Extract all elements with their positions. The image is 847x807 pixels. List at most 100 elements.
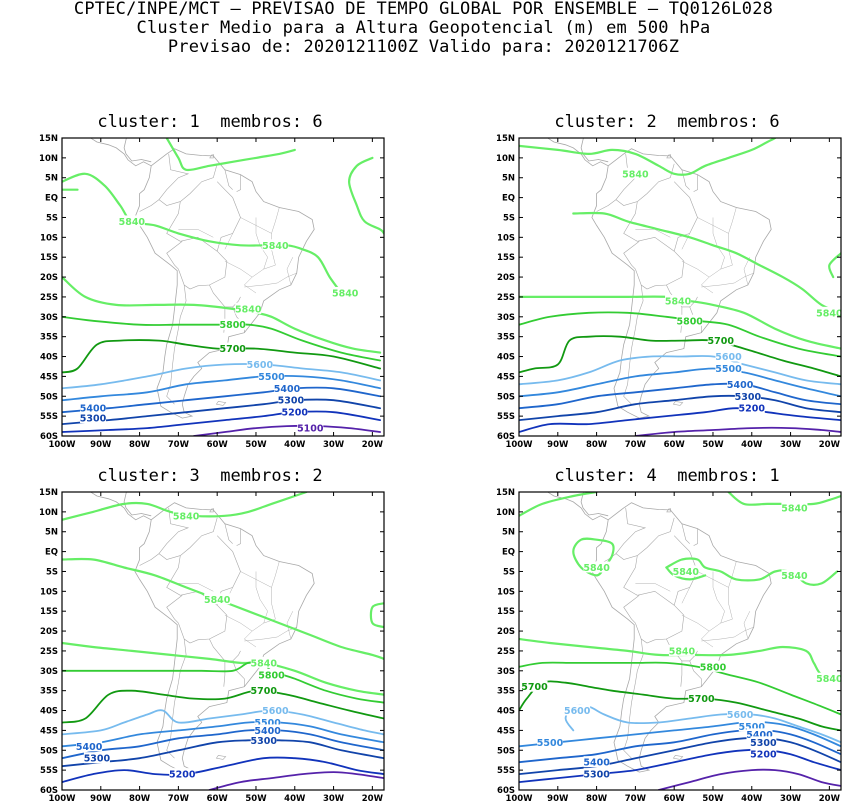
lat-label: 20S xyxy=(40,273,58,283)
island-outline xyxy=(672,401,684,406)
contour-label-bg xyxy=(118,215,145,227)
contour-label: 5600 xyxy=(262,706,289,717)
lat-label: 60S xyxy=(497,432,515,442)
lat-label: 20S xyxy=(40,627,58,637)
lat-label: 50S xyxy=(497,392,515,402)
contour-label-bg xyxy=(699,660,726,672)
state-border xyxy=(240,571,272,588)
contour-label-bg xyxy=(537,736,564,748)
island-outline xyxy=(209,154,215,159)
contour-label-bg xyxy=(738,720,765,732)
contour-label-bg xyxy=(281,406,308,418)
contour-label-bg xyxy=(83,752,110,764)
coastline-south-america xyxy=(591,502,772,773)
lat-label: 5S xyxy=(46,567,58,577)
state-border xyxy=(255,571,268,624)
plot-area: 5840584058405840580057005600550054005300… xyxy=(62,138,384,436)
lon-label: 90W xyxy=(90,440,112,450)
contour-label: 5800 xyxy=(676,316,703,327)
country-border xyxy=(623,241,640,270)
isoline-5600 xyxy=(62,709,384,736)
lon-label: 90W xyxy=(547,794,569,804)
isoline-5100 xyxy=(193,424,381,436)
lat-label: 15N xyxy=(496,488,515,498)
isoline-5100 xyxy=(657,768,841,790)
island-outline xyxy=(215,401,227,406)
contour-label: 5840 xyxy=(673,567,700,578)
lon-label: 70W xyxy=(168,794,190,804)
island-outline xyxy=(209,508,215,513)
isoline-5500 xyxy=(62,721,384,748)
contour-label: 5840 xyxy=(665,296,692,307)
plot-frame xyxy=(61,137,385,437)
lon-label: 20W xyxy=(819,440,841,450)
plot-background xyxy=(62,492,384,790)
state-border xyxy=(743,257,751,286)
contour-label-bg xyxy=(707,334,734,346)
contour-label-bg xyxy=(219,318,246,330)
lat-label: 25S xyxy=(497,293,515,303)
country-border xyxy=(623,163,685,290)
contour-label: 5840 xyxy=(173,511,200,522)
contour-label: 5840 xyxy=(622,169,649,180)
contour-label: 5200 xyxy=(169,770,196,781)
lon-label: 90W xyxy=(547,440,569,450)
lon-label: 40W xyxy=(284,440,306,450)
lat-label: 35S xyxy=(40,333,58,343)
map-cluster-4: 5840 5840 5840 5840 5840 5840 5800 5700 5700 5600… xyxy=(496,473,842,804)
state-border xyxy=(224,233,233,250)
contour-label: 5840 xyxy=(669,646,696,657)
lat-label: 10S xyxy=(40,587,58,597)
lat-label: EQ xyxy=(45,548,58,558)
contour-label-bg xyxy=(781,501,808,513)
lat-label: 40S xyxy=(40,353,58,363)
lat-label: EQ xyxy=(502,548,515,558)
plot-frame xyxy=(518,491,842,791)
contour-label: 5400 xyxy=(76,742,103,753)
country-border xyxy=(158,507,190,554)
state-border xyxy=(681,587,690,604)
lat-label: 30S xyxy=(40,667,58,677)
coastline-central-america xyxy=(580,138,609,163)
coastline-central-america xyxy=(90,138,152,167)
lat-label: 40S xyxy=(497,707,515,717)
isoline-5840 xyxy=(665,566,707,581)
country-border xyxy=(139,199,181,212)
contour-label: 5500 xyxy=(537,738,564,749)
contour-label-bg xyxy=(258,370,285,382)
contour-label-bg xyxy=(277,394,304,406)
isoline-5840 xyxy=(828,252,841,279)
isoline-5400 xyxy=(519,382,841,410)
lon-label: 20W xyxy=(362,794,384,804)
lat-label: 15N xyxy=(496,134,515,144)
panel-cluster-2: cluster: 2 membros: 6 5840 5840 5840 5800 57… xyxy=(457,113,847,453)
lon-label: 40W xyxy=(741,794,763,804)
lon-label: 70W xyxy=(625,794,647,804)
contour-label: 5300 xyxy=(278,396,305,407)
lon-label: 40W xyxy=(284,794,306,804)
contour-label: 5700 xyxy=(521,682,548,693)
contour-label: 5840 xyxy=(262,241,289,252)
country-border xyxy=(166,284,187,405)
state-border xyxy=(286,611,294,640)
state-border xyxy=(178,229,214,238)
lat-label: 5N xyxy=(45,174,58,184)
isoline-5200 xyxy=(62,410,381,433)
lon-label: 80W xyxy=(586,440,608,450)
coastline-south-america xyxy=(134,148,315,419)
contour-label-bg xyxy=(715,362,742,374)
contour-label-bg xyxy=(204,593,231,605)
header-line-3: Previsao de: 2020121100Z Valido para: 20… xyxy=(167,37,680,57)
lat-label: 5N xyxy=(45,528,58,538)
lat-label: 50S xyxy=(40,746,58,756)
contour-label: 5300 xyxy=(583,770,610,781)
lon-label: 100W xyxy=(505,794,533,804)
map-cluster-1: 5840584058405840580057005600550054005300… xyxy=(39,134,385,450)
contour-label: 5300 xyxy=(84,754,111,765)
contour-label-bg xyxy=(297,422,324,434)
lat-label: 45S xyxy=(40,372,58,382)
isoline-5840 xyxy=(572,211,841,314)
state-border xyxy=(244,626,297,642)
island-outline xyxy=(620,473,641,480)
